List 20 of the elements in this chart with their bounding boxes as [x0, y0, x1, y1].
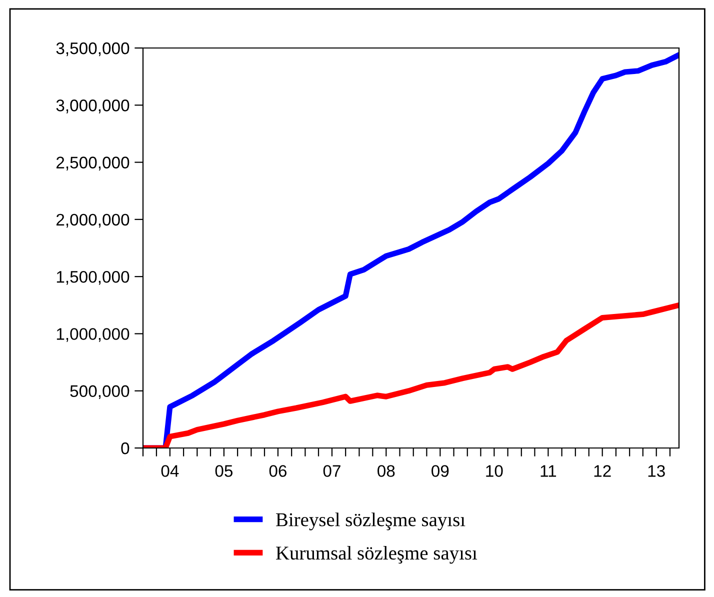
y-tick-label: 2,000,000 [56, 214, 130, 228]
x-tick-label: 10 [486, 465, 503, 477]
y-tick-label: 3,500,000 [56, 42, 130, 56]
legend-label: Bireysel sözleşme sayısı [276, 512, 466, 530]
x-tick-label: 06 [269, 465, 286, 477]
x-tick-label: 09 [432, 465, 449, 477]
x-tick-label: 11 [540, 465, 556, 477]
x-tick-label: 07 [323, 465, 340, 477]
x-tick-label: 04 [161, 465, 179, 477]
y-tick-label: 2,500,000 [56, 156, 130, 170]
y-tick-label: 0 [121, 442, 130, 454]
x-tick-label: 13 [648, 465, 665, 477]
y-tick-label: 1,000,000 [56, 328, 130, 342]
x-tick-label: 05 [215, 465, 233, 477]
legend-label: Kurumsal sözleşme sayısı [276, 546, 478, 564]
x-tick-label: 12 [594, 465, 611, 477]
y-tick-label: 1,500,000 [56, 270, 130, 285]
y-tick-label: 500,000 [70, 385, 130, 400]
y-tick-label: 3,000,000 [56, 100, 130, 114]
x-tick-label: 08 [378, 465, 395, 477]
